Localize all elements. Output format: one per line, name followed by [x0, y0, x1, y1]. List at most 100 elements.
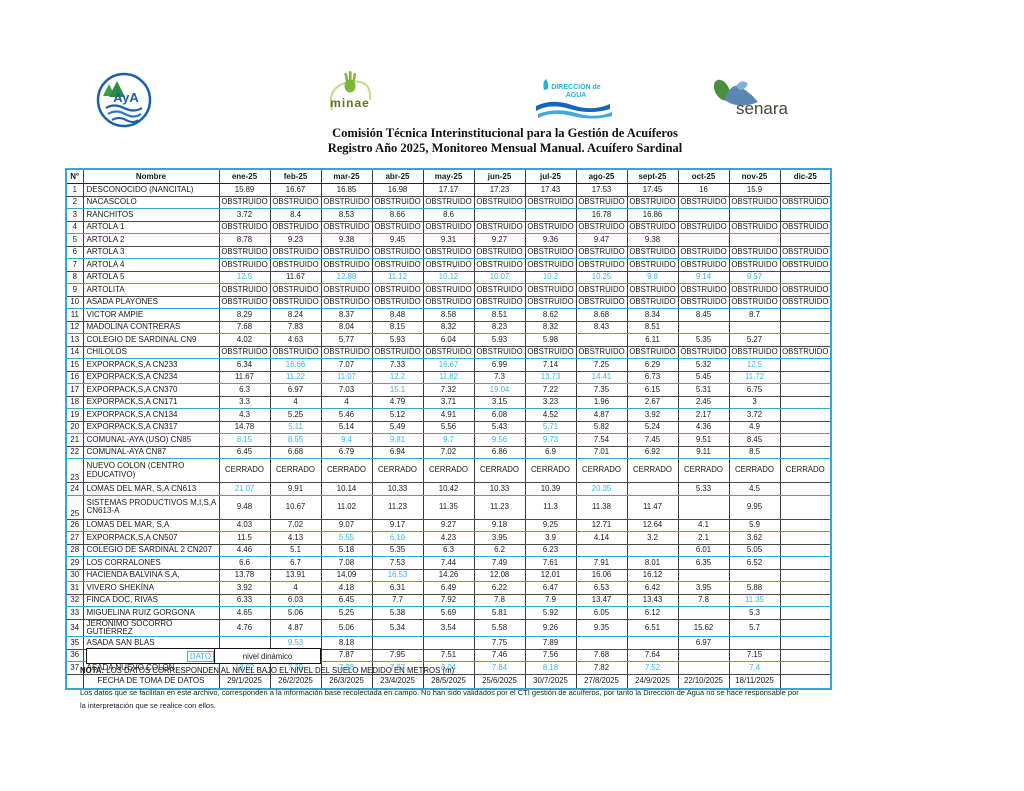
value-cell: 15.89 — [218, 183, 271, 197]
direccion-agua-text-line1: DIRECCIÓN de — [551, 82, 601, 91]
value-cell: 11.07 — [320, 371, 373, 384]
value-cell: 8.6 — [422, 208, 475, 222]
table-row: 27 EXPORPACK,S,A CN507 11.5 4.13 5.55 6.19 4.2… — [65, 531, 832, 545]
value-cell: 5.11 — [269, 421, 322, 434]
value-cell: 9.51 — [677, 433, 730, 447]
value-cell — [575, 636, 628, 650]
value-cell: 6.73 — [626, 371, 679, 384]
value-cell: 13.43 — [626, 594, 679, 607]
value-cell: 3.92 — [218, 581, 271, 595]
value-cell: 10.33 — [473, 482, 526, 496]
legend-box: DATO nivel dinámico — [86, 648, 321, 664]
value-cell: 4.1 — [677, 519, 730, 532]
value-cell: 9.38 — [626, 233, 679, 247]
value-cell: CERRADO — [269, 458, 322, 483]
value-cell: 8.29 — [218, 308, 271, 322]
legend-dato-cell: DATO — [87, 650, 214, 662]
well-name-cell: FINCA DOC, RIVAS — [82, 594, 220, 607]
value-cell: OBSTRUIDO — [269, 196, 322, 209]
value-cell: OBSTRUIDO — [728, 283, 781, 297]
well-name-cell: MIGUELINA RUIZ GORGONA — [82, 606, 220, 620]
value-cell: 14.78 — [218, 421, 271, 434]
value-cell: 7.02 — [269, 519, 322, 532]
value-cell: OBSTRUIDO — [524, 221, 577, 234]
well-name-cell: EXPORPACK,S,A CN370 — [82, 383, 220, 397]
value-cell: OBSTRUIDO — [320, 196, 373, 209]
value-cell: 6.94 — [371, 446, 424, 459]
footer-date-cell: 23/4/2025 — [371, 673, 424, 689]
value-cell: 9.53 — [269, 636, 322, 650]
value-cell: 8.66 — [371, 208, 424, 222]
table-row: 17 EXPORPACK,S,A CN370 6.3 6.97 7.03 15.1 7.32… — [65, 383, 832, 397]
column-header-oct-25: oct-25 — [677, 169, 730, 184]
value-cell: 11.47 — [626, 495, 679, 520]
value-cell: 8.45 — [677, 308, 730, 322]
value-cell: 10.07 — [473, 271, 526, 284]
value-cell — [677, 208, 730, 222]
value-cell — [779, 594, 832, 607]
value-cell: 16.67 — [422, 358, 475, 372]
value-cell: 7.45 — [626, 433, 679, 447]
value-cell: 6.9 — [524, 446, 577, 459]
footer-empty-cell — [65, 673, 84, 689]
value-cell: 6.53 — [575, 581, 628, 595]
value-cell: 16.78 — [575, 208, 628, 222]
nota-text: LOS DATOS CORRESPONDEN AL NIVEL BAJO EL … — [104, 666, 455, 675]
value-cell: OBSTRUIDO — [779, 346, 832, 359]
value-cell: 7.25 — [575, 358, 628, 372]
value-cell: 4.03 — [218, 519, 271, 532]
well-name-cell: LOMAS DEL MAR, S,A — [82, 519, 220, 532]
value-cell: 1.96 — [575, 396, 628, 409]
footer-date-cell — [779, 673, 832, 689]
value-cell: 8.58 — [422, 308, 475, 322]
table-row: 3 RANCHITOS 3.72 8.4 8.53 8.66 8.6 16.78 16.86 — [65, 208, 832, 222]
value-cell: OBSTRUIDO — [626, 196, 679, 209]
value-cell: OBSTRUIDO — [626, 221, 679, 234]
value-cell: 11.5 — [218, 531, 271, 545]
value-cell: 5.45 — [677, 371, 730, 384]
value-cell: 6.52 — [728, 556, 781, 570]
table-row: 10 ASADA PLAYONES OBSTRUIDO OBSTRUIDO OBSTRU… — [65, 296, 832, 309]
value-cell: 9.27 — [422, 519, 475, 532]
column-header-n-: N° — [65, 169, 84, 184]
value-cell: 11.02 — [320, 495, 373, 520]
value-cell: 13.78 — [218, 569, 271, 582]
value-cell: 6.2 — [473, 544, 526, 557]
row-number-cell: 16 — [65, 371, 84, 384]
value-cell: OBSTRUIDO — [371, 196, 424, 209]
value-cell: 5.77 — [320, 333, 373, 347]
column-header-jul-25: jul-25 — [524, 169, 577, 184]
value-cell: OBSTRUIDO — [524, 346, 577, 359]
value-cell: 9.7 — [422, 433, 475, 447]
table-row: 29 LOS CORRALONES 6.6 6.7 7.08 7.53 7.44 7.49 7.… — [65, 556, 832, 570]
value-cell: 7.82 — [575, 661, 628, 675]
value-cell: 7.4 — [728, 661, 781, 675]
row-number-cell: 33 — [65, 606, 84, 620]
value-cell: 6.31 — [371, 581, 424, 595]
value-cell: 6.99 — [473, 358, 526, 372]
well-name-cell: COLEGIO DE SARDINAL CN9 — [82, 333, 220, 347]
value-cell: 7.53 — [371, 556, 424, 570]
value-cell: 10.42 — [422, 482, 475, 496]
value-cell: 7.44 — [422, 556, 475, 570]
value-cell: 6.51 — [626, 619, 679, 638]
row-number-cell: 13 — [65, 333, 84, 347]
well-name-cell: EXPORPACK,S,A CN171 — [82, 396, 220, 409]
value-cell: 8.62 — [524, 308, 577, 322]
senara-logo-graphic: senara — [713, 79, 789, 118]
value-cell: OBSTRUIDO — [779, 296, 832, 309]
value-cell: 5.18 — [320, 544, 373, 557]
value-cell: 6.79 — [320, 446, 373, 459]
value-cell: 7.33 — [371, 358, 424, 372]
value-cell: 8.53 — [320, 208, 373, 222]
value-cell: 5.35 — [371, 544, 424, 557]
value-cell: OBSTRUIDO — [728, 346, 781, 359]
value-cell: 6.3 — [218, 383, 271, 397]
value-cell: 5.24 — [626, 421, 679, 434]
value-cell: 9.95 — [728, 495, 781, 520]
column-header-feb-25: feb-25 — [269, 169, 322, 184]
value-cell: OBSTRUIDO — [371, 246, 424, 259]
value-cell: 9.73 — [524, 433, 577, 447]
value-cell: 7.15 — [728, 649, 781, 663]
value-cell — [728, 208, 781, 222]
